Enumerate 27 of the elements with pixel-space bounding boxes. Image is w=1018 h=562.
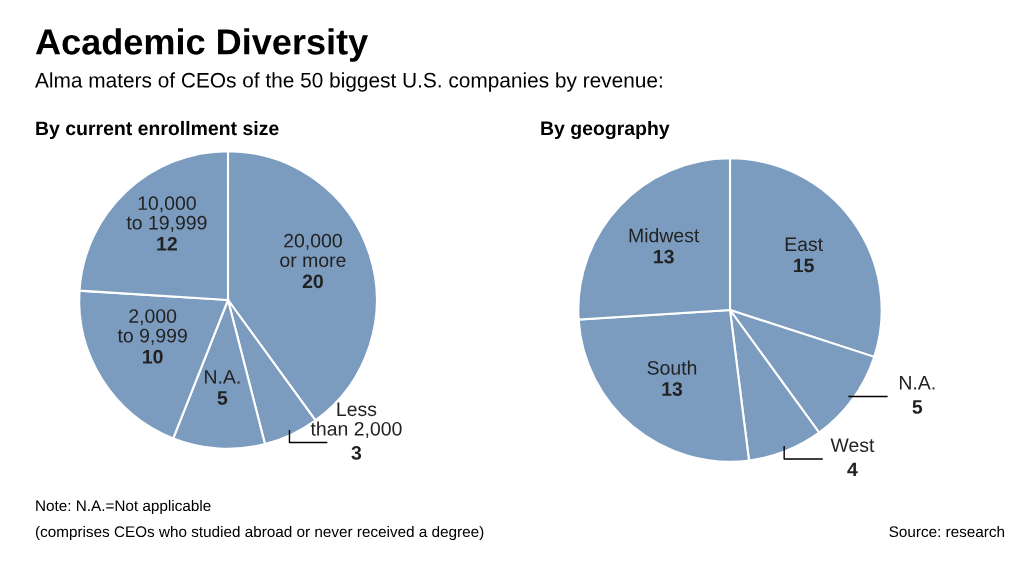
- data-label: 13: [654, 249, 674, 264]
- slice-label: N.A.: [899, 376, 935, 390]
- data-label: 4: [847, 462, 858, 477]
- data-label: 3: [351, 445, 362, 460]
- slice-label: Less than 2,000: [310, 402, 402, 438]
- slice-label: East: [785, 237, 823, 252]
- text: Note: N.A.=Not applicable: [36, 499, 211, 515]
- source-note: Source: research: [889, 525, 1005, 538]
- text: Academic Diversity: [35, 28, 369, 62]
- slice-label: South: [647, 360, 697, 375]
- data-label: 20: [302, 274, 323, 289]
- chart-title: By current enrollment size: [36, 120, 279, 140]
- data-label: 13: [662, 382, 683, 396]
- data-label: 12: [157, 236, 177, 251]
- slice-label: N.A.: [205, 370, 240, 384]
- slice-label: 10,000 to 19,999: [126, 196, 207, 232]
- text: (comprises CEOs who studied abroad or never received a degree): [35, 525, 484, 541]
- slice-label: Midwest: [629, 228, 700, 243]
- chart-title: By geography: [541, 120, 670, 140]
- data-label: 5: [217, 391, 228, 405]
- data-label: 15: [794, 258, 814, 273]
- slice-label: 20,000 or more: [280, 233, 346, 268]
- slice-label: 2,000 to 9,999: [117, 309, 187, 345]
- data-label: 5: [912, 400, 923, 414]
- data-label: 10: [143, 349, 163, 364]
- slice-label: West: [830, 438, 875, 453]
- text: Alma maters of CEOs of the 50 biggest U.S. companies by revenue:: [35, 72, 662, 92]
